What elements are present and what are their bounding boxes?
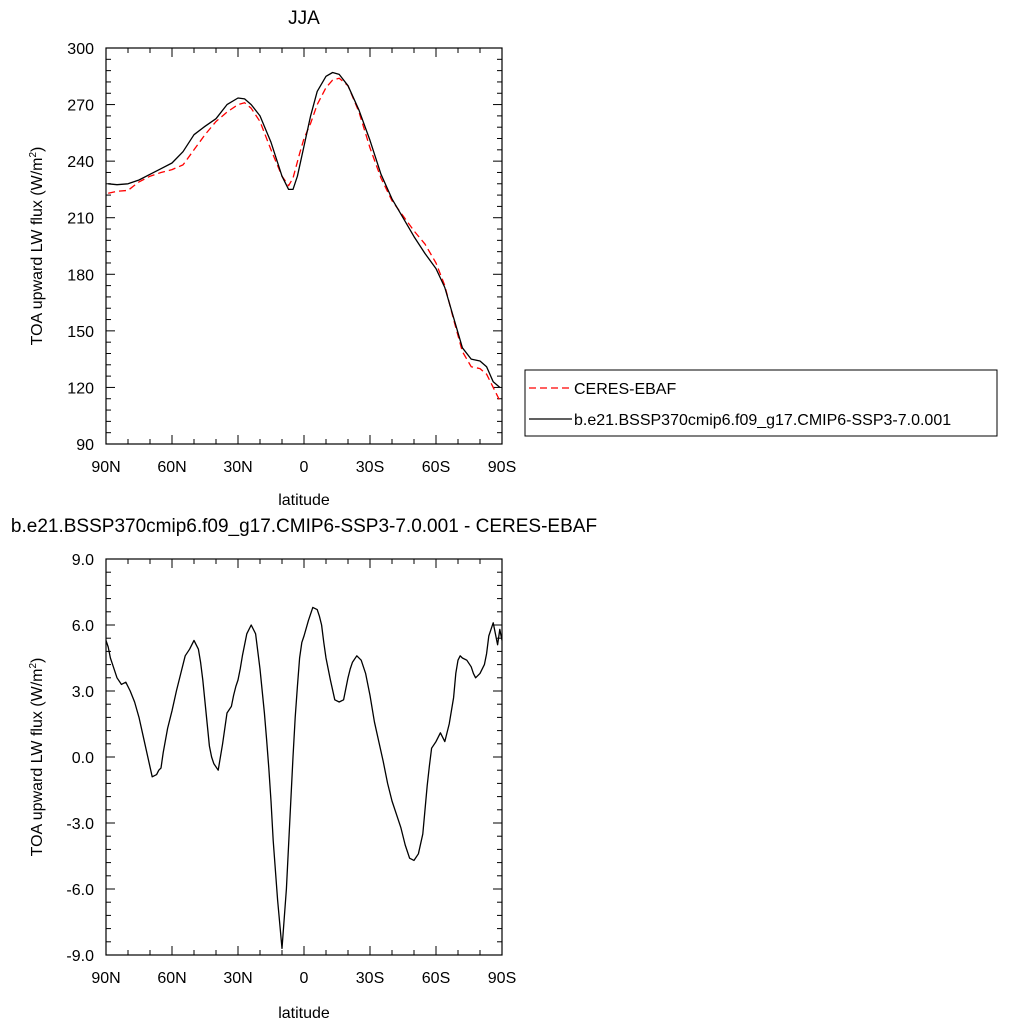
chart-title-top: JJA [288, 8, 320, 29]
y-tick-label: 6.0 [72, 618, 94, 635]
x-tick-label: 0 [300, 970, 309, 987]
x-tick-label: 60N [157, 970, 186, 987]
y-tick-labels-bottom: -9.0 -6.0 -3.0 0.0 3.0 6.0 9.0 [66, 552, 94, 965]
legend: CERES-EBAF b.e21.BSSP370cmip6.f09_g17.CM… [524, 369, 998, 437]
y-axis-label-top-main: TOA upward LW flux (W/m [29, 158, 46, 346]
x-tick-label: 30S [356, 459, 384, 476]
plot-frame-bottom [105, 558, 503, 956]
x-tick-label: 30N [223, 970, 252, 987]
x-tick-label: 90N [91, 459, 120, 476]
x-tick-label: 90S [488, 459, 516, 476]
chart-title-bottom: b.e21.BSSP370cmip6.f09_g17.CMIP6-SSP3-7.… [11, 516, 597, 537]
x-axis-label-top: latitude [278, 492, 330, 509]
plot-lines-top [108, 71, 501, 401]
x-tick-label: 0 [300, 459, 309, 476]
x-tick-label: 60N [157, 459, 186, 476]
x-tick-label: 60S [422, 970, 450, 987]
legend-label-ceres: CERES-EBAF [574, 381, 676, 398]
y-tick-label: 150 [67, 324, 94, 341]
y-tick-label: 300 [67, 41, 94, 58]
y-tick-label: 240 [67, 154, 94, 171]
x-tick-labels-bottom: 90N 60N 30N 0 30S 60S 90S [91, 970, 516, 987]
x-tick-label: 90S [488, 970, 516, 987]
y-axis-label-bottom-end: ) [29, 658, 46, 663]
y-axis-label-top-end: ) [29, 147, 46, 152]
y-tick-label: 180 [67, 267, 94, 284]
x-tick-label: 30N [223, 459, 252, 476]
y-tick-label: 210 [67, 211, 94, 228]
y-tick-label: -9.0 [66, 948, 94, 965]
panel-top: JJA 90N 60N 30N 0 30S 60S 90S 90 120 150 180 210 24… [28, 8, 516, 509]
series-line-0-1 [108, 71, 501, 388]
y-tick-labels-top: 90 120 150 180 210 240 270 300 [67, 41, 94, 454]
x-tick-label: 30S [356, 970, 384, 987]
x-tick-labels-top: 90N 60N 30N 0 30S 60S 90S [91, 459, 516, 476]
legend-label-model: b.e21.BSSP370cmip6.f09_g17.CMIP6-SSP3-7.… [574, 412, 951, 429]
x-tick-label: 90N [91, 970, 120, 987]
y-axis-label-top: TOA upward LW flux (W/m2) [28, 147, 46, 346]
y-tick-label: 0.0 [72, 750, 94, 767]
y-axis-label-bottom-main: TOA upward LW flux (W/m [29, 669, 46, 857]
plot-lines-bottom [105, 606, 503, 950]
y-axis-label-bottom-sup: 2 [28, 663, 39, 669]
y-tick-label: 120 [67, 380, 94, 397]
legend-box [524, 369, 998, 437]
x-tick-label: 60S [422, 459, 450, 476]
y-axis-label-top-sup: 2 [28, 152, 39, 158]
plot-frame-top [105, 47, 503, 445]
axis-ticks-bottom [105, 558, 503, 956]
panel-bottom: b.e21.BSSP370cmip6.f09_g17.CMIP6-SSP3-7.… [11, 516, 597, 1022]
y-tick-label: 90 [76, 437, 94, 454]
series-line-1-0 [105, 606, 503, 950]
y-tick-label: -6.0 [66, 882, 94, 899]
y-tick-label: 3.0 [72, 684, 94, 701]
x-axis-label-bottom: latitude [278, 1005, 330, 1022]
y-tick-label: -3.0 [66, 816, 94, 833]
y-tick-label: 270 [67, 98, 94, 115]
y-tick-label: 9.0 [72, 552, 94, 569]
y-axis-label-bottom: TOA upward LW flux (W/m2) [28, 658, 46, 857]
